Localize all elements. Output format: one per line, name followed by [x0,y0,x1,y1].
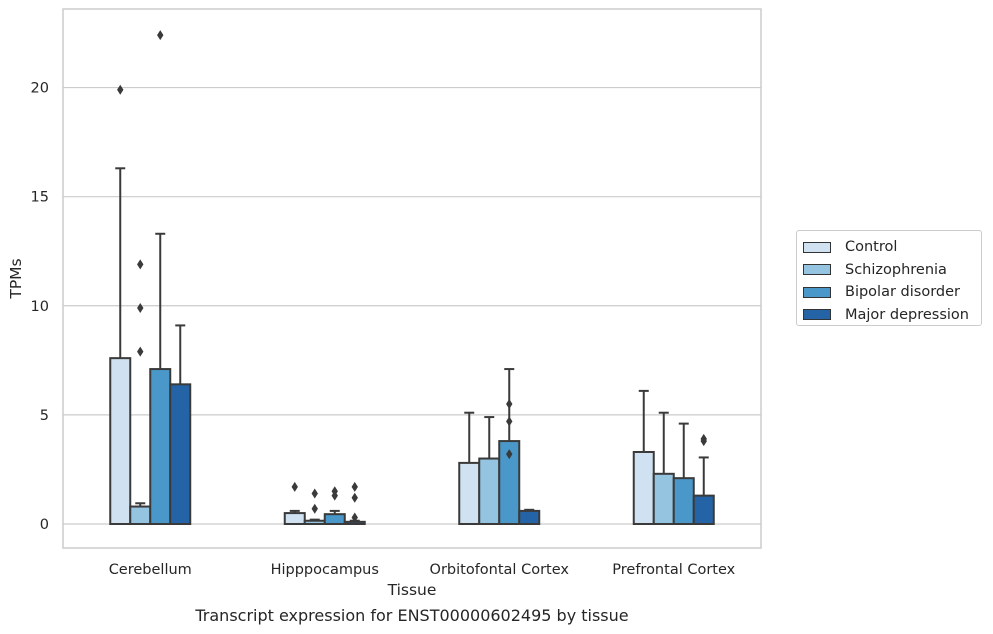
legend-label: Bipolar disorder [845,284,960,301]
bar [109,357,132,525]
bar [672,477,695,525]
y-axis-label: TPMs [7,258,25,299]
legend-item: Control [803,236,981,259]
outlier-point [506,449,513,460]
outlier-point [311,488,318,499]
legend-label: Schizophrenia [845,261,947,278]
legend-item: Major depression [803,304,981,327]
x-tick-label: Orbitofontal Cortex [430,562,570,578]
legend-swatch [803,264,831,276]
outlier-point [506,416,513,427]
outlier-point [311,503,318,514]
legend: Control Schizophrenia Bipolar disorder Majo… [796,230,982,326]
outlier-point [351,512,358,523]
bar [478,457,501,525]
legend-label: Control [845,239,898,256]
legend-swatch [803,241,831,253]
chart-caption: Transcript expression for ENST0000060249… [195,606,629,625]
bar [149,368,172,525]
y-tick-label: 0 [40,517,49,533]
bar [283,512,306,525]
outlier-point [137,346,144,357]
y-tick-label: 15 [31,190,49,206]
y-tick-label: 20 [31,81,49,97]
outlier-point [700,436,707,447]
bar [129,505,152,525]
bar [518,509,541,525]
legend-label: Major depression [845,306,969,323]
bar [323,513,346,525]
bar [169,383,192,525]
outlier-point [351,492,358,503]
outlier-point [137,302,144,313]
outlier-point [157,30,164,41]
bar [458,461,481,525]
outlier-point [506,398,513,409]
outlier-point [351,481,358,492]
x-tick-label: Cerebellum [109,562,192,578]
y-tick-label: 5 [40,408,49,424]
bar [692,494,715,525]
bar [652,472,675,525]
outlier-point [117,84,124,95]
y-tick-label: 10 [31,299,49,315]
bar [303,519,326,525]
legend-item: Schizophrenia [803,259,981,282]
outlier-point [137,259,144,270]
outlier-point [291,481,298,492]
x-tick-label: Hipppocampus [271,562,379,578]
legend-swatch [803,309,831,321]
x-axis-label: Tissue [387,581,437,599]
bar [632,450,655,525]
x-tick-label: Prefrontal Cortex [612,562,735,578]
legend-swatch [803,286,831,298]
outlier-point [331,490,338,501]
legend-item: Bipolar disorder [803,281,981,304]
